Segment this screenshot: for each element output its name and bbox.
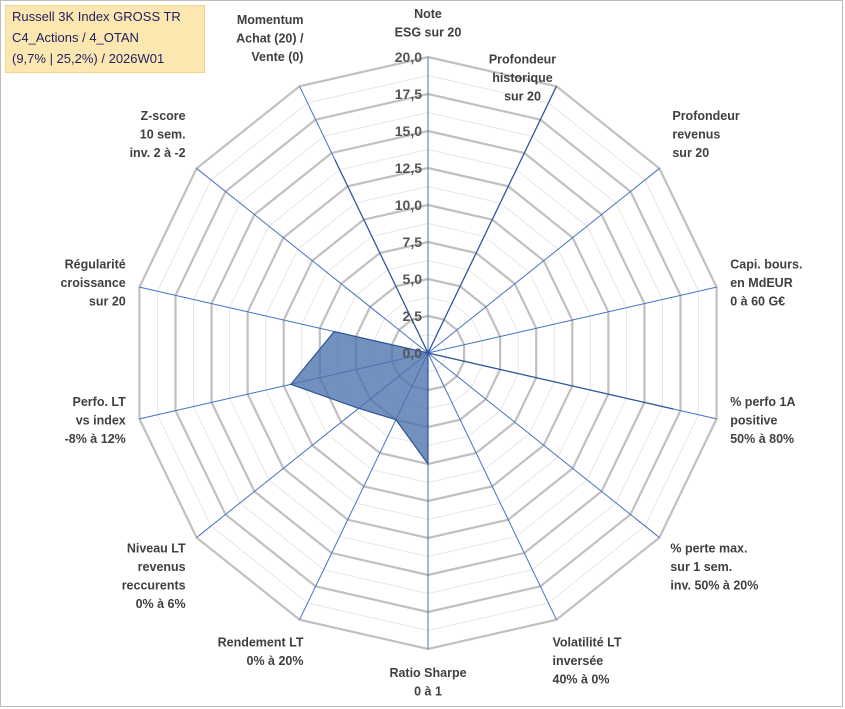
title-line-1: Russell 3K Index GROSS TR <box>12 9 181 24</box>
axis-label-line: % perfo 1A <box>730 395 795 409</box>
axis-label-line: 0% à 20% <box>247 654 304 668</box>
axis-label-line: % perte max. <box>670 541 747 555</box>
chart-title-box: Russell 3K Index GROSS TR C4_Actions / 4… <box>5 5 205 73</box>
axis-label-line: Profondeur <box>672 109 739 123</box>
axis-label-line: croissance <box>60 276 125 290</box>
axis-label-line: 0% à 6% <box>136 597 186 611</box>
tick-label: 0,0 <box>403 345 423 361</box>
axis-label-group: Capi. bours. en MdEUR 0 à 60 G€ <box>730 257 802 308</box>
axis-label-line: ESG sur 20 <box>395 26 462 40</box>
axis-label-line: -8% à 12% <box>65 432 126 446</box>
axis-label-line: 50% à 80% <box>730 432 794 446</box>
axis-label-line: reccurents <box>122 578 186 592</box>
axis-label-group: Momentum Achat (20) / Vente (0) <box>236 13 304 64</box>
axis-label-group: Niveau LT revenus reccurents 0% à 6% <box>122 541 186 611</box>
tick-label: 7,5 <box>403 234 423 250</box>
tick-label: 5,0 <box>403 271 423 287</box>
axis-label-group: Volatilité LT inversée 40% à 0% <box>553 635 622 686</box>
axis-label-line: inv. 50% à 20% <box>670 578 758 592</box>
axis-label-line: sur 20 <box>89 294 126 308</box>
tick-label: 20,0 <box>395 49 422 65</box>
axis-label-line: inv. 2 à -2 <box>130 146 186 160</box>
axis-spoke <box>196 168 429 354</box>
axis-label-line: sur 20 <box>504 90 541 104</box>
axis-label-line: Profondeur <box>489 53 556 67</box>
axis-label-group: Rendement LT 0% à 20% <box>218 635 304 668</box>
tick-label: 12,5 <box>395 160 422 176</box>
axis-label-line: sur 20 <box>672 146 709 160</box>
title-line-3: (9,7% | 25,2%) / 2026W01 <box>12 51 165 66</box>
axis-label-line: 40% à 0% <box>553 672 610 686</box>
tick-label: 10,0 <box>395 197 422 213</box>
axis-label-line: inversée <box>553 654 604 668</box>
axis-label-line: Achat (20) / <box>236 32 304 46</box>
axis-label-line: Vente (0) <box>251 50 303 64</box>
axis-label-line: historique <box>492 71 552 85</box>
axis-label-line: Z-score <box>140 109 185 123</box>
tick-label: 17,5 <box>395 86 422 102</box>
axis-label-line: 0 à 1 <box>414 685 442 699</box>
axis-label-line: Régularité <box>65 257 126 271</box>
series-area <box>289 86 674 466</box>
axis-label-line: Rendement LT <box>218 635 304 649</box>
axis-label-line: Niveau LT <box>127 541 186 555</box>
axis-spoke <box>427 352 557 620</box>
title-line-2: C4_Actions / 4_OTAN <box>12 30 139 45</box>
axis-label-line: Ratio Sharpe <box>389 666 466 680</box>
axis-label-group: Régularité croissance sur 20 <box>60 257 125 308</box>
axis-label-group: % perfo 1A positive 50% à 80% <box>730 395 795 446</box>
axis-label-group: Ratio Sharpe 0 à 1 <box>389 666 466 699</box>
axis-label-group: % perte max. sur 1 sem. inv. 50% à 20% <box>670 541 758 592</box>
tick-label: 2,5 <box>403 308 423 324</box>
axis-spoke <box>427 352 660 538</box>
axis-label-line: Perfo. LT <box>73 395 127 409</box>
axis-label-line: 0 à 60 G€ <box>730 294 785 308</box>
axis-label-line: revenus <box>672 128 720 142</box>
axis-label-group: Note ESG sur 20 <box>395 7 462 40</box>
axis-label-line: Capi. bours. <box>730 257 802 271</box>
axis-label-line: positive <box>730 414 777 428</box>
axis-label-line: Volatilité LT <box>553 635 622 649</box>
axis-label-group: Z-score 10 sem. inv. 2 à -2 <box>130 109 186 160</box>
axis-label-group: Perfo. LT vs index -8% à 12% <box>65 395 127 446</box>
axis-label-line: vs index <box>76 414 126 428</box>
axis-label-group: Profondeur revenus sur 20 <box>672 109 739 160</box>
axis-label-line: sur 1 sem. <box>670 560 732 574</box>
axis-label-line: revenus <box>138 560 186 574</box>
axis-label-line: 10 sem. <box>140 128 186 142</box>
axis-spoke <box>427 286 717 354</box>
axis-label-line: en MdEUR <box>730 276 793 290</box>
axis-label-group: Profondeur historique sur 20 <box>489 53 556 104</box>
axis-spoke <box>427 168 660 354</box>
axis-label-line: Momentum <box>237 13 304 27</box>
axis-label-line: Note <box>414 7 442 21</box>
tick-label: 15,0 <box>395 123 422 139</box>
